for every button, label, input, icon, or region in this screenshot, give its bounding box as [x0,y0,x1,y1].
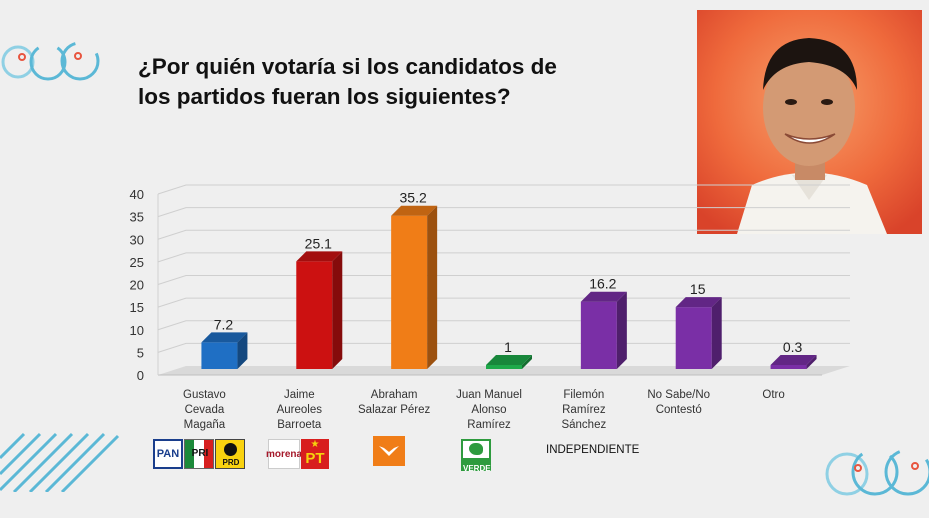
bar-side [711,297,722,369]
logo-morena-text: morena [265,448,303,460]
data-label: 25.1 [305,235,332,251]
x-tick-label: Ramírez [467,419,511,431]
logo-pri: PRI [184,439,214,469]
decorative-stripes [0,432,120,492]
x-tick-label: Cevada [185,404,225,416]
logo-pri-text: PRI [191,448,209,459]
logo-pan: PAN [153,439,183,469]
bar-top [391,205,438,216]
logo-prd: PRD [215,439,245,469]
x-tick-label: Barroeta [277,419,322,431]
data-label: 15 [690,281,706,297]
bar-6 [675,297,722,369]
data-label: 1 [504,339,512,355]
bar-4 [486,355,532,369]
data-label: 7.2 [214,316,234,332]
logo-morena: morena [265,439,303,469]
bar-5 [580,291,627,369]
y-tick-label: 35 [130,210,144,225]
bar-front [580,301,617,369]
chart-title: ¿Por quién votaría si los candidatos de … [138,54,557,109]
x-tick-label: Sánchez [561,419,606,431]
logo-pt-text: PT [305,450,325,467]
bar-side [806,355,817,369]
bar-top [296,251,343,262]
decorative-circles-top-left [1,41,100,81]
y-tick-label: 5 [137,345,144,360]
x-tick-label: Salazar Pérez [358,404,430,416]
logo-pt: ★ PT [301,439,329,469]
y-tick-label: 10 [130,323,144,338]
logo-prd-text: PRD [222,458,240,467]
x-tick-label: Jaime [284,389,315,401]
bar-top [486,355,532,365]
y-tick-label: 25 [130,255,144,270]
candidate-photo [697,10,922,234]
eagle-icon [379,446,399,456]
y-tick-label: 0 [137,368,144,383]
bar-side [237,332,248,369]
gridline [157,207,850,218]
bar-3 [391,205,438,369]
x-tick-label: Magaña [184,419,226,431]
star-icon: ★ [310,439,320,450]
y-tick-label: 30 [130,232,144,247]
toucan-icon [469,443,483,455]
bar-top [675,297,722,308]
bar-side [332,251,343,369]
logo-verde-text: VERDE [463,464,491,473]
x-tick-label: Abraham [371,389,418,401]
independent-label: INDEPENDIENTE [546,444,640,456]
logo-movimiento-ciudadano [373,436,405,466]
y-tick-label: 40 [130,187,144,202]
sun-icon [224,443,237,456]
bar-front [296,261,333,369]
gridline [157,342,850,353]
gridline [157,275,850,285]
bar-front [391,215,428,369]
bar-2 [296,251,343,369]
bar-side [427,205,438,369]
bar-1 [201,332,248,369]
data-label: 0.3 [783,339,803,355]
bar-side [616,291,627,369]
bar-top [770,355,817,365]
x-tick-label: Juan Manuel [456,389,522,401]
bar-front [675,307,712,369]
data-label: 16.2 [589,276,616,292]
x-tick-label: No Sabe/No [647,389,710,401]
y-tick-label: 20 [130,278,144,293]
bar-front [486,365,522,369]
gridline [157,229,850,240]
x-tick-label: Ramírez [562,404,606,416]
bar-side [522,355,532,369]
gridline [157,297,850,308]
y-tick-label: 15 [130,300,144,315]
x-tick-label: Filemón [563,389,604,401]
bar-front [201,342,238,369]
logo-pan-text: PAN [156,448,180,460]
bar-7 [770,355,817,369]
bar-top [580,291,627,302]
bar-top [201,332,248,343]
data-label: 35.2 [400,190,427,206]
logo-verde: VERDE [461,439,491,473]
gridline [157,184,850,195]
x-tick-label: Otro [762,389,784,401]
decorative-circles-bottom-right [825,448,929,496]
gridline [157,252,850,263]
x-tick-label: Alonso [471,404,506,416]
gridline [157,320,850,331]
bar-front [770,365,807,369]
x-tick-label: Aureoles [277,404,323,416]
x-tick-label: Gustavo [183,389,226,401]
x-tick-label: Contestó [656,404,702,416]
